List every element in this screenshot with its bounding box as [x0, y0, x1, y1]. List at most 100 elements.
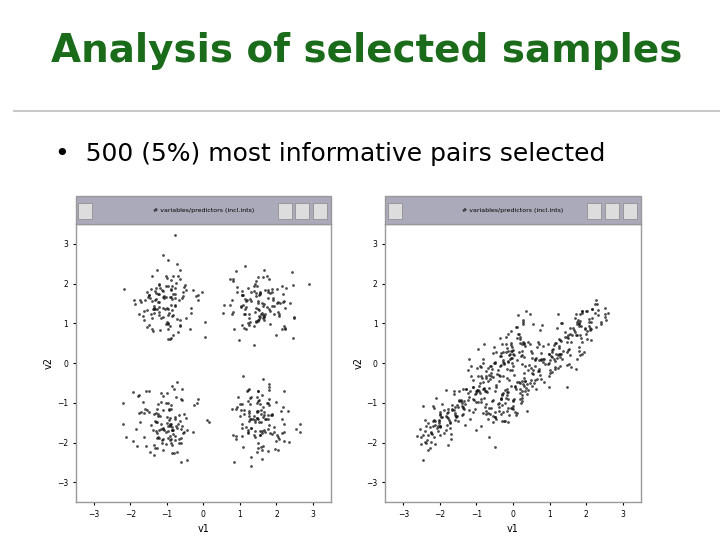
- Point: [181, 426, 192, 434]
- Point: [288, 313, 300, 322]
- Point: [518, 374, 530, 383]
- Point: [474, 379, 485, 387]
- Point: [441, 409, 452, 417]
- Point: [603, 308, 614, 317]
- Point: [270, 397, 282, 406]
- Point: [495, 334, 506, 342]
- Point: [153, 426, 165, 435]
- Point: [158, 426, 170, 435]
- Point: [239, 410, 251, 418]
- Point: [489, 359, 500, 367]
- Point: [166, 441, 178, 449]
- Point: [150, 295, 161, 303]
- Point: [557, 319, 568, 328]
- Point: [524, 379, 536, 388]
- Point: [175, 434, 186, 442]
- Point: [544, 359, 555, 367]
- Point: [433, 427, 444, 435]
- Point: [243, 284, 254, 293]
- Point: [250, 433, 261, 441]
- Point: [131, 441, 143, 450]
- Point: [163, 335, 174, 343]
- Point: [542, 360, 554, 368]
- Point: [150, 427, 162, 436]
- Point: [160, 293, 171, 302]
- Point: [415, 433, 426, 442]
- Point: [456, 397, 467, 406]
- Point: [485, 362, 496, 370]
- Point: [150, 416, 161, 425]
- Point: [589, 308, 600, 317]
- Point: [239, 309, 251, 318]
- X-axis label: v1: v1: [507, 524, 519, 535]
- Point: [457, 384, 469, 393]
- Point: [508, 350, 520, 359]
- Point: [144, 291, 156, 299]
- Point: [263, 395, 274, 403]
- Point: [496, 417, 508, 426]
- Point: [258, 266, 269, 274]
- Point: [145, 309, 156, 318]
- Point: [526, 381, 538, 390]
- Point: [599, 304, 611, 313]
- Point: [238, 324, 250, 333]
- Point: [245, 393, 256, 401]
- Point: [568, 326, 580, 335]
- Point: [433, 416, 445, 425]
- Point: [544, 368, 556, 377]
- Point: [422, 446, 433, 455]
- Point: [153, 298, 165, 306]
- Point: [275, 407, 287, 415]
- Point: [141, 305, 153, 314]
- Point: [254, 430, 266, 439]
- Point: [271, 285, 283, 294]
- Point: [518, 380, 529, 388]
- Point: [261, 303, 273, 312]
- Point: [496, 390, 508, 399]
- Point: [163, 416, 174, 424]
- Point: [271, 431, 283, 440]
- Point: [267, 294, 279, 302]
- Point: [469, 390, 481, 399]
- Text: # variables/predictors (incl.ints): # variables/predictors (incl.ints): [462, 208, 564, 213]
- Point: [523, 361, 534, 369]
- Point: [162, 433, 174, 442]
- Point: [446, 406, 458, 414]
- Point: [287, 281, 299, 289]
- Point: [533, 356, 544, 364]
- Point: [514, 333, 526, 342]
- Point: [138, 307, 149, 315]
- Point: [428, 402, 439, 411]
- Point: [239, 295, 251, 303]
- Point: [536, 354, 547, 363]
- Point: [184, 325, 196, 333]
- Point: [187, 428, 199, 436]
- Point: [490, 408, 501, 416]
- Point: [268, 428, 279, 436]
- Point: [449, 411, 461, 420]
- Point: [259, 309, 271, 318]
- Point: [153, 308, 165, 316]
- Point: [165, 334, 176, 343]
- Text: # variables/predictors (incl.ints): # variables/predictors (incl.ints): [153, 208, 254, 213]
- Point: [526, 375, 537, 384]
- Point: [496, 390, 508, 399]
- Point: [157, 446, 168, 454]
- Point: [190, 292, 202, 301]
- Point: [470, 397, 482, 406]
- Point: [161, 399, 172, 407]
- Point: [505, 359, 517, 367]
- Point: [148, 410, 160, 418]
- Point: [472, 371, 484, 380]
- Point: [444, 418, 456, 427]
- Point: [478, 378, 490, 387]
- Point: [497, 347, 508, 356]
- Point: [258, 313, 269, 321]
- Point: [163, 421, 174, 430]
- Point: [518, 318, 529, 327]
- Point: [258, 301, 269, 310]
- Point: [441, 385, 452, 394]
- Point: [154, 411, 166, 420]
- Point: [495, 361, 507, 369]
- Point: [175, 321, 186, 330]
